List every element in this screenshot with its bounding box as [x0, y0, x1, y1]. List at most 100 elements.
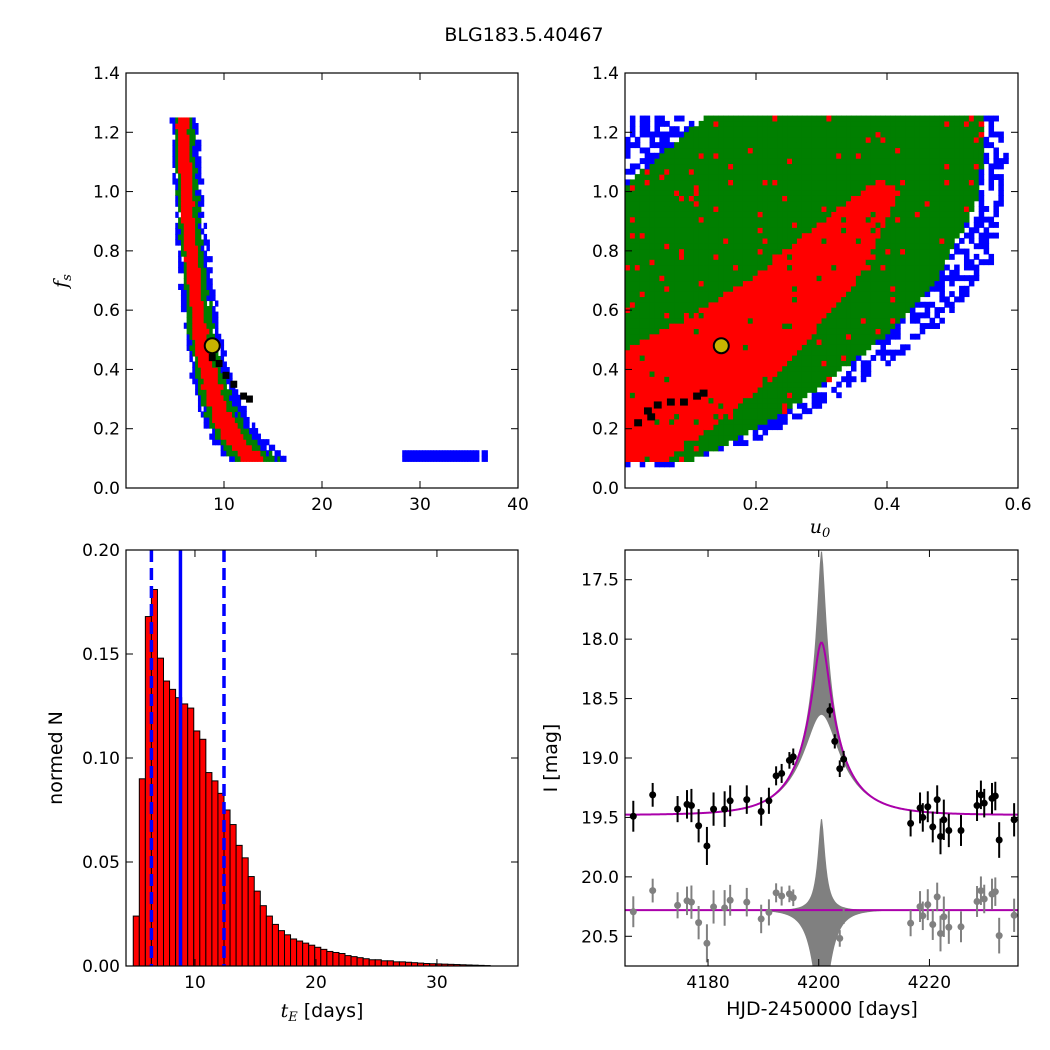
density-cell-red: [752, 275, 759, 282]
density-cell-red: [698, 360, 705, 367]
density-cell-green: [900, 259, 906, 266]
density-cell-red: [846, 280, 852, 287]
density-cell-green: [929, 275, 936, 282]
density-cell-green: [192, 206, 196, 213]
density-cell-red: [240, 444, 244, 451]
density-cell-red: [189, 228, 193, 235]
density-cell-blue: [206, 239, 210, 246]
density-cell-green: [683, 152, 690, 159]
y-tick-label: 0.15: [82, 645, 120, 665]
x-tick-label: 0.2: [742, 495, 769, 515]
density-cell-green: [728, 211, 734, 218]
density-cell-green: [728, 232, 734, 239]
density-cell-blue: [178, 228, 182, 235]
density-cell-green: [934, 248, 940, 255]
density-cell-blue: [963, 232, 970, 239]
density-cell-green: [900, 312, 906, 319]
data-point: [933, 796, 941, 804]
density-cell-green: [860, 323, 867, 329]
density-cell-green: [752, 408, 759, 415]
density-cell-green: [708, 131, 715, 138]
density-cell-green: [919, 264, 926, 271]
density-cell-red: [659, 174, 665, 181]
density-cell-red: [767, 291, 773, 298]
density-cell-green: [870, 131, 877, 138]
density-cell-red: [733, 317, 739, 324]
density-cell-green: [924, 275, 931, 282]
density-cell-green: [708, 248, 715, 255]
density-cell-green: [801, 381, 808, 388]
density-cell-green: [728, 200, 734, 207]
density-cell-blue: [172, 178, 176, 185]
density-cell-red: [841, 221, 847, 228]
density-cell-red: [831, 280, 837, 287]
density-cell-green: [757, 152, 764, 159]
density-cell-red: [195, 300, 199, 307]
density-cell-green: [733, 408, 739, 415]
density-cell-red: [742, 354, 749, 361]
density-cell-blue: [944, 296, 950, 303]
density-cell-red: [742, 392, 749, 399]
density-cell-blue: [195, 383, 199, 390]
density-cell-green: [963, 163, 970, 170]
density-cell-red: [654, 370, 660, 377]
density-cell-red: [757, 381, 764, 388]
density-cell-red: [693, 339, 700, 345]
density-cell-green: [223, 389, 227, 396]
density-cell-green: [625, 232, 631, 239]
density-cell-green: [708, 211, 715, 218]
histogram-bar: [265, 915, 273, 966]
density-cell-green: [713, 445, 719, 452]
density-cell-green: [733, 126, 739, 133]
density-cell-green: [737, 195, 744, 202]
density-cell-green: [836, 301, 842, 308]
density-cell-green: [669, 147, 675, 154]
density-cell-green: [841, 312, 847, 319]
density-cell-green: [959, 168, 965, 175]
density-cell-green: [654, 285, 660, 292]
density-cell-green: [742, 259, 749, 266]
density-cell-green: [880, 333, 886, 340]
density-cell-red: [870, 184, 877, 191]
density-cell-red: [197, 289, 202, 296]
density-cell-green: [836, 200, 842, 207]
density-cell-red: [747, 376, 754, 383]
data-point: [919, 813, 927, 821]
density-cell-green: [688, 312, 695, 319]
density-cell-red: [846, 206, 852, 212]
density-cell-green: [674, 248, 680, 255]
density-cell-blue: [973, 243, 980, 250]
density-cell-green: [189, 123, 193, 130]
density-cell-red: [237, 433, 242, 440]
density-cell-green: [683, 259, 690, 266]
density-cell-red: [850, 264, 857, 271]
density-cell-red: [625, 402, 631, 409]
density-cell-green: [708, 190, 715, 196]
density-cell-blue: [850, 365, 857, 372]
density-cell-red: [659, 275, 665, 282]
density-cell-green: [625, 216, 631, 223]
density-cell-green: [629, 211, 636, 218]
density-cell-green: [203, 289, 208, 296]
density-cell-green: [836, 307, 842, 314]
density-cell-red: [723, 360, 729, 367]
data-point: [929, 823, 937, 831]
density-cell-red: [792, 269, 798, 276]
density-cell-green: [223, 383, 227, 390]
density-cell-blue: [983, 259, 990, 266]
density-cell-red: [880, 221, 886, 228]
density-cell-green: [688, 232, 695, 239]
y-tick-label: 20.0: [581, 868, 619, 888]
data-point: [765, 797, 773, 805]
histogram-bar: [374, 959, 382, 966]
density-cell-red: [860, 221, 867, 228]
density-cell-green: [895, 269, 901, 276]
density-cell-red: [180, 211, 185, 218]
density-cell-green: [762, 126, 769, 133]
density-cell-red: [737, 312, 744, 319]
density-cell-green: [944, 248, 950, 255]
density-cell-red: [688, 328, 695, 335]
density-cell-red: [192, 306, 196, 313]
density-cell-green: [895, 259, 901, 266]
density-cell-red: [186, 161, 191, 168]
